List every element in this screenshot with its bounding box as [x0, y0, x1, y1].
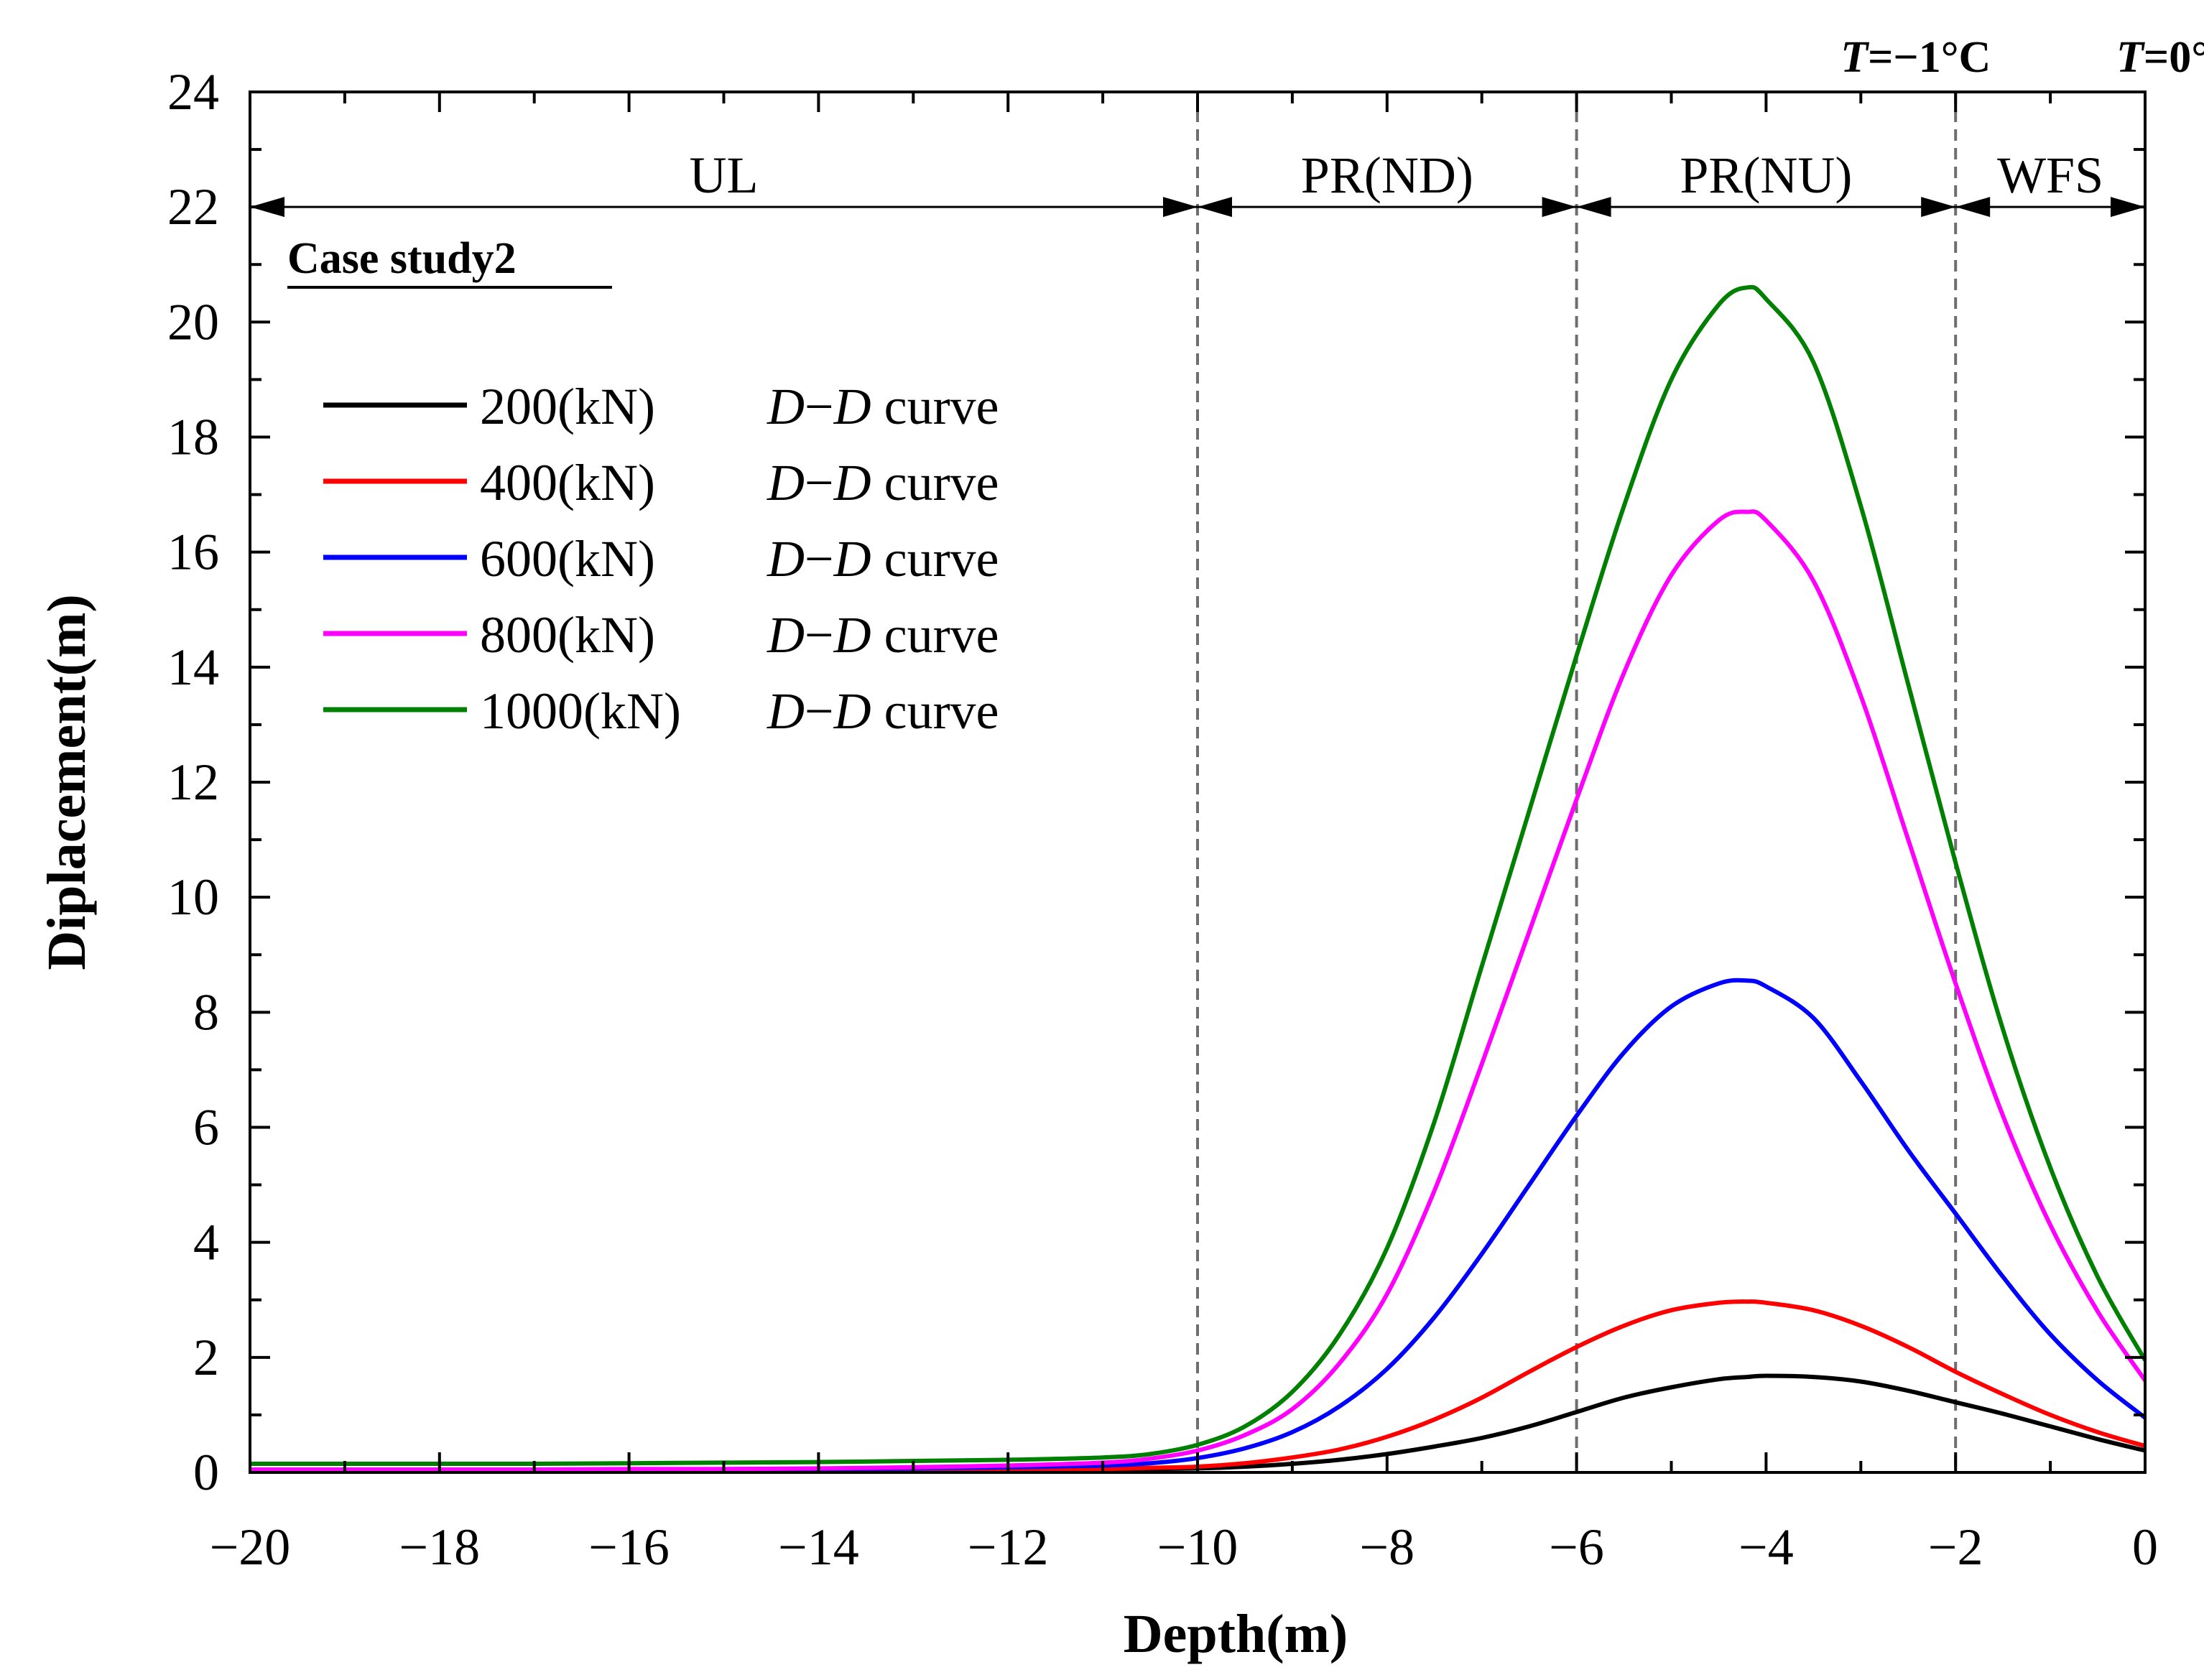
legend-curve-label-2: D−D curve — [767, 530, 999, 588]
case-study-annotation: Case study2 — [287, 234, 517, 283]
y-tick-label: 18 — [167, 409, 219, 466]
legend-curve-label-3: D−D curve — [767, 606, 999, 664]
zone-boundary-lines — [1196, 92, 1958, 1472]
x-axis-ticks: −20 −18 −16 −14 −12 −10 −8 −6 −4 −2 0 — [210, 92, 2158, 1576]
legend-curve-label-0: D−D curve — [767, 378, 999, 435]
series-line-3 — [249, 509, 2147, 1472]
y-tick-label: 6 — [193, 1099, 219, 1156]
legend-label-3: 800(kN) — [480, 606, 655, 664]
temperature-label-1: T=0°C — [2116, 33, 2204, 82]
zone-label-1: PR(ND) — [1301, 147, 1473, 204]
x-tick-label: −20 — [210, 1518, 291, 1576]
x-tick-label: −10 — [1157, 1518, 1238, 1576]
zone-arrowhead-right-2 — [1921, 197, 1956, 218]
x-tick-label: −6 — [1549, 1518, 1604, 1576]
legend-curve-label-1: D−D curve — [767, 454, 999, 511]
y-axis-label: Diplacement(m) — [37, 594, 97, 970]
y-tick-label: 20 — [167, 293, 219, 351]
zone-arrowhead-left-0 — [250, 197, 284, 218]
x-tick-label: −2 — [1928, 1518, 1983, 1576]
legend: 200(kN) D−D curve 400(kN) D−D curve 600(kN) D… — [323, 378, 999, 740]
zone-arrowhead-left-1 — [1198, 197, 1232, 218]
legend-label-0: 200(kN) — [480, 378, 655, 435]
y-tick-label: 4 — [193, 1214, 219, 1271]
zone-arrowhead-right-0 — [1163, 197, 1198, 218]
y-tick-label: 24 — [167, 63, 219, 121]
x-tick-label: −8 — [1359, 1518, 1414, 1576]
y-tick-label: 12 — [167, 753, 219, 811]
x-tick-label: −14 — [778, 1518, 859, 1576]
legend-curve-label-4: D−D curve — [767, 682, 999, 740]
zone-arrowhead-right-3 — [2111, 197, 2145, 218]
y-tick-label: 8 — [193, 983, 219, 1041]
x-tick-label: −18 — [399, 1518, 480, 1576]
zone-arrowhead-left-3 — [1955, 197, 1991, 218]
legend-label-2: 600(kN) — [480, 530, 655, 588]
series-line-4 — [250, 284, 2147, 1467]
x-tick-label: −12 — [968, 1518, 1049, 1576]
temperature-labels: T=−1°C T=0°C — [1840, 33, 2204, 82]
series-layer — [249, 284, 2147, 1472]
y-tick-label: 14 — [167, 639, 219, 696]
y-tick-label: 22 — [167, 178, 219, 236]
zone-label-0: UL — [690, 147, 759, 204]
legend-label-4: 1000(kN) — [480, 682, 681, 740]
legend-label-1: 400(kN) — [480, 454, 655, 511]
zone-arrows: UL PR(ND) PR(NU) WFS — [250, 147, 2145, 218]
x-axis-label: Depth(m) — [1124, 1604, 1348, 1664]
temperature-label-0: T=−1°C — [1840, 33, 1991, 82]
y-tick-label: 0 — [193, 1444, 219, 1501]
y-tick-label: 16 — [167, 524, 219, 581]
x-tick-label: −16 — [588, 1518, 670, 1576]
y-tick-label: 10 — [167, 868, 219, 926]
zone-label-2: PR(NU) — [1680, 147, 1852, 204]
zone-arrowhead-right-1 — [1542, 197, 1577, 218]
x-tick-label: 0 — [2132, 1518, 2158, 1576]
y-tick-label: 2 — [193, 1329, 219, 1386]
zone-arrowhead-left-2 — [1576, 197, 1611, 218]
zone-label-3: WFS — [1997, 147, 2103, 204]
x-tick-label: −4 — [1738, 1518, 1794, 1576]
